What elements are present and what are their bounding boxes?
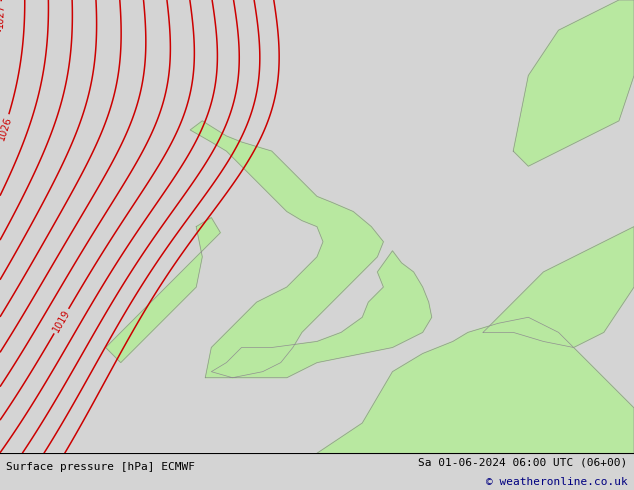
Text: 1027: 1027 [0, 3, 6, 28]
Text: Sa 01-06-2024 06:00 UTC (06+00): Sa 01-06-2024 06:00 UTC (06+00) [418, 458, 628, 467]
Text: Surface pressure [hPa] ECMWF: Surface pressure [hPa] ECMWF [6, 462, 195, 472]
Polygon shape [514, 0, 634, 166]
Polygon shape [317, 317, 634, 453]
Text: 1026: 1026 [0, 115, 13, 141]
Text: 1019: 1019 [51, 308, 72, 334]
Polygon shape [190, 121, 432, 378]
Text: © weatheronline.co.uk: © weatheronline.co.uk [486, 477, 628, 487]
Polygon shape [106, 218, 221, 363]
Polygon shape [483, 226, 634, 347]
